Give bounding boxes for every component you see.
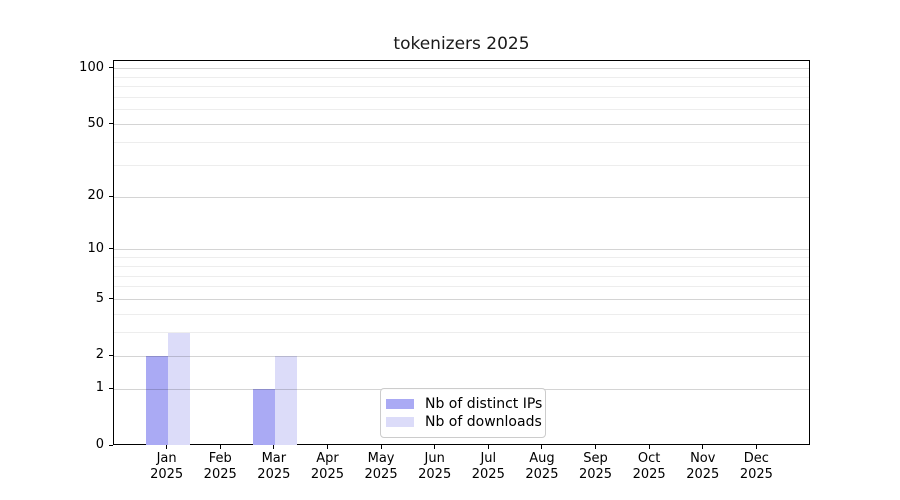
x-tick-mark bbox=[755, 445, 757, 449]
x-tick-year: 2025 bbox=[310, 467, 344, 482]
x-tick-year: 2025 bbox=[739, 467, 773, 482]
y-minor-gridline bbox=[114, 286, 809, 288]
legend-entry: Nb of downloads bbox=[386, 413, 545, 431]
plot-area: Nb of distinct IPs Nb of downloads bbox=[113, 60, 810, 445]
y-tick-label: 10 bbox=[87, 240, 104, 256]
y-minor-gridline bbox=[114, 265, 809, 267]
x-tick-year: 2025 bbox=[578, 467, 613, 482]
x-tick-month: Apr bbox=[316, 451, 339, 466]
y-tick-label: 1 bbox=[95, 380, 104, 396]
y-minor-gridline bbox=[114, 332, 809, 334]
y-major-gridline bbox=[114, 68, 809, 70]
x-tick-label: Apr 2025 bbox=[295, 451, 359, 483]
x-tick-mark bbox=[166, 445, 168, 449]
y-major-gridline bbox=[114, 124, 809, 126]
x-tick-mark bbox=[487, 445, 489, 449]
y-minor-gridline bbox=[114, 313, 809, 315]
y-tick-mark bbox=[109, 123, 113, 125]
y-tick-mark bbox=[109, 67, 113, 69]
y-tick-label: 0 bbox=[95, 437, 104, 452]
y-tick-mark bbox=[109, 354, 113, 356]
x-tick-label: May 2025 bbox=[349, 451, 413, 483]
y-tick-mark bbox=[109, 444, 113, 446]
x-tick-label: Nov 2025 bbox=[671, 451, 735, 483]
y-major-gridline bbox=[114, 196, 809, 198]
x-tick-label: Aug 2025 bbox=[510, 451, 574, 483]
x-tick-mark bbox=[595, 445, 597, 449]
x-tick-month: Mar bbox=[261, 451, 287, 466]
x-tick-mark bbox=[273, 445, 275, 449]
x-tick-month: Aug bbox=[529, 451, 555, 466]
legend: Nb of distinct IPs Nb of downloads bbox=[380, 388, 546, 438]
y-minor-gridline bbox=[114, 275, 809, 277]
y-tick-label: 50 bbox=[87, 115, 104, 131]
x-tick-label: Mar 2025 bbox=[242, 451, 306, 483]
bar-distinct-ips bbox=[145, 356, 168, 445]
y-tick-label: 5 bbox=[95, 290, 104, 306]
x-tick-month: Jul bbox=[480, 451, 497, 466]
y-tick-mark bbox=[109, 195, 113, 197]
x-tick-year: 2025 bbox=[150, 467, 184, 482]
y-tick-mark bbox=[109, 248, 113, 250]
bar-downloads bbox=[167, 332, 190, 445]
y-minor-gridline bbox=[114, 97, 809, 99]
x-tick-mark bbox=[326, 445, 328, 449]
y-minor-gridline bbox=[114, 86, 809, 88]
x-tick-year: 2025 bbox=[418, 467, 452, 482]
y-minor-gridline bbox=[114, 109, 809, 111]
x-tick-mark bbox=[219, 445, 221, 449]
x-tick-label: Jun 2025 bbox=[403, 451, 467, 483]
x-tick-label: Sep 2025 bbox=[564, 451, 628, 483]
y-minor-gridline bbox=[114, 164, 809, 166]
x-tick-mark bbox=[434, 445, 436, 449]
x-tick-month: May bbox=[367, 451, 395, 466]
y-tick-label: 2 bbox=[95, 347, 104, 363]
x-tick-label: Jan 2025 bbox=[135, 451, 199, 483]
x-tick-month: Dec bbox=[743, 451, 769, 466]
y-minor-gridline bbox=[114, 141, 809, 143]
legend-color-patch bbox=[386, 417, 414, 427]
x-tick-month: Jun bbox=[424, 451, 445, 466]
x-tick-month: Feb bbox=[208, 451, 232, 466]
y-major-gridline bbox=[114, 299, 809, 301]
x-tick-year: 2025 bbox=[525, 467, 559, 482]
legend-entry: Nb of distinct IPs bbox=[386, 395, 545, 413]
x-tick-month: Oct bbox=[637, 451, 661, 466]
legend-label: Nb of distinct IPs bbox=[425, 396, 543, 412]
y-minor-gridline bbox=[114, 257, 809, 259]
x-tick-month: Jan bbox=[156, 451, 177, 466]
x-tick-year: 2025 bbox=[632, 467, 666, 482]
x-tick-year: 2025 bbox=[364, 467, 398, 482]
y-minor-gridline bbox=[114, 76, 809, 78]
y-tick-label: 100 bbox=[79, 59, 104, 75]
y-major-gridline bbox=[114, 355, 809, 357]
y-tick-mark bbox=[109, 298, 113, 300]
x-tick-label: Dec 2025 bbox=[724, 451, 788, 483]
chart-title: tokenizers 2025 bbox=[393, 34, 530, 54]
x-tick-month: Sep bbox=[583, 451, 608, 466]
legend-label: Nb of downloads bbox=[425, 414, 542, 430]
bar-downloads bbox=[274, 356, 297, 445]
bar-distinct-ips bbox=[252, 389, 275, 445]
x-tick-mark bbox=[648, 445, 650, 449]
x-tick-mark bbox=[702, 445, 704, 449]
x-tick-label: Feb 2025 bbox=[188, 451, 252, 483]
y-major-gridline bbox=[114, 249, 809, 251]
x-tick-mark bbox=[380, 445, 382, 449]
x-tick-label: Oct 2025 bbox=[617, 451, 681, 483]
y-tick-mark bbox=[109, 387, 113, 389]
x-tick-year: 2025 bbox=[686, 467, 720, 482]
legend-color-patch bbox=[386, 399, 414, 409]
x-tick-year: 2025 bbox=[471, 467, 505, 482]
x-tick-month: Nov bbox=[690, 451, 716, 466]
y-tick-label: 20 bbox=[87, 188, 104, 204]
x-tick-mark bbox=[541, 445, 543, 449]
x-tick-year: 2025 bbox=[203, 467, 237, 482]
x-tick-label: Jul 2025 bbox=[456, 451, 520, 483]
x-tick-year: 2025 bbox=[257, 467, 291, 482]
